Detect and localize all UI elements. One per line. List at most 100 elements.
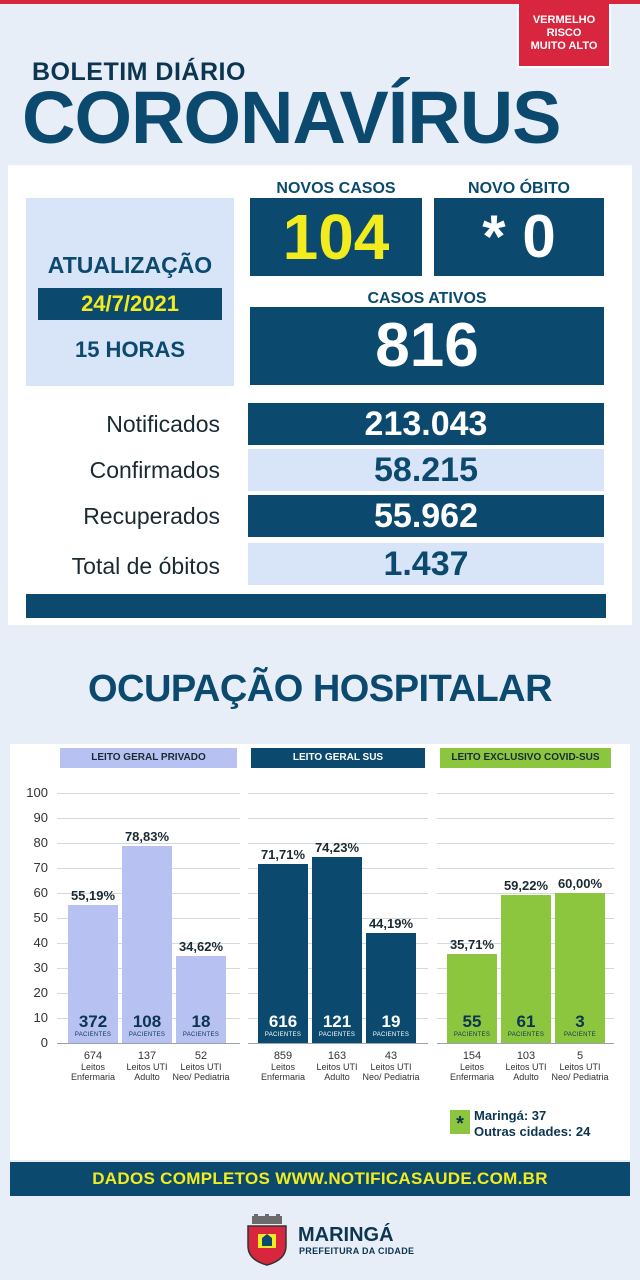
grid-line xyxy=(437,893,614,894)
baseline xyxy=(57,1043,240,1044)
bar-value-label: 35,71% xyxy=(449,936,495,952)
patients-label: PACIENTES xyxy=(372,1032,410,1038)
y-tick-label: 100 xyxy=(26,785,48,800)
bar-value-label: 71,71% xyxy=(260,846,306,862)
y-tick-label: 0 xyxy=(40,1035,48,1050)
beds-count: 5 xyxy=(576,1050,584,1062)
patients-label: PACIENTES xyxy=(74,1032,112,1038)
grid-line xyxy=(437,868,614,869)
group-label: LEITO EXCLUSIVO COVID-SUS xyxy=(440,748,611,768)
y-tick-label: 60 xyxy=(33,885,48,900)
update-date: 24/7/2021 xyxy=(38,288,222,320)
bed-type-label: Leitos UTI Neo/ Pediatria xyxy=(551,1062,609,1082)
update-label: ATUALIZAÇÃO xyxy=(47,252,213,278)
patients-count: 121 xyxy=(322,1012,352,1031)
bar xyxy=(501,894,551,1043)
city-subtitle: PREFEITURA DA CIDADE xyxy=(299,1246,415,1256)
city-crest-icon xyxy=(247,1214,287,1266)
confirmed-value: 58.215 xyxy=(248,449,604,491)
grid-line xyxy=(248,818,428,819)
bed-type-label: Leitos Enfermaria xyxy=(70,1062,115,1082)
y-tick-label: 20 xyxy=(33,985,48,1000)
footer-website[interactable]: DADOS COMPLETOS WWW.NOTIFICASAUDE.COM.BR xyxy=(10,1162,630,1196)
patients-count: 55 xyxy=(462,1012,482,1031)
bed-type-label: Leitos UTI Adulto xyxy=(505,1062,547,1082)
bar xyxy=(68,905,118,1043)
patients-label: PACIENTES xyxy=(318,1032,356,1038)
active-cases-label: CASOS ATIVOS xyxy=(367,290,487,307)
update-time: 15 HORAS xyxy=(74,337,186,362)
risk-line-3: MUITO ALTO xyxy=(530,40,598,52)
hospital-title: OCUPAÇÃO HOSPITALAR xyxy=(87,668,553,710)
deaths-value: 1.437 xyxy=(248,543,604,585)
patients-label: PACIENTES xyxy=(182,1032,220,1038)
new-cases-value: 104 xyxy=(250,198,422,276)
bar-value-label: 55,19% xyxy=(70,888,116,904)
bar-value-label: 44,19% xyxy=(368,915,414,931)
y-tick-label: 10 xyxy=(33,1010,48,1025)
legend-other-cities: Outras cidades: 24 xyxy=(474,1124,591,1139)
bar xyxy=(447,953,497,1043)
bar xyxy=(312,857,362,1043)
notified-value: 213.043 xyxy=(248,403,604,445)
recovered-value: 55.962 xyxy=(248,495,604,537)
patients-label: PACIENTES xyxy=(453,1032,491,1038)
beds-count: 859 xyxy=(273,1050,293,1062)
bar-value-label: 78,83% xyxy=(124,828,170,844)
patients-count: 61 xyxy=(516,1012,536,1031)
patients-label: PACIENTES xyxy=(264,1032,302,1038)
confirmed-label: Confirmados xyxy=(89,457,220,483)
baseline xyxy=(248,1043,428,1044)
patients-count: 616 xyxy=(268,1012,298,1031)
bar-value-label: 34,62% xyxy=(178,939,224,955)
risk-badge: VERMELHO RISCO MUITO ALTO xyxy=(517,4,611,68)
grid-line xyxy=(248,793,428,794)
bar-value-label: 60,00% xyxy=(557,876,603,891)
bed-type-label: Leitos UTI Neo/ Pediatria xyxy=(172,1062,230,1082)
beds-count: 674 xyxy=(83,1050,103,1062)
y-tick-label: 50 xyxy=(33,910,48,925)
patients-label: PACIENTES xyxy=(128,1032,166,1038)
stats-bottom-bar xyxy=(26,594,606,618)
beds-count: 163 xyxy=(327,1050,347,1062)
beds-count: 43 xyxy=(384,1050,398,1062)
risk-line-1: VERMELHO xyxy=(532,14,596,26)
risk-line-2: RISCO xyxy=(546,27,582,39)
bed-type-label: Leitos UTI Neo/ Pediatria xyxy=(362,1062,420,1082)
y-tick-label: 30 xyxy=(33,960,48,975)
legend-maringa: Maringá: 37 xyxy=(474,1108,547,1123)
patients-count: 18 xyxy=(191,1012,211,1031)
new-death-label: NOVO ÓBITO xyxy=(468,180,570,197)
group-label: LEITO GERAL SUS xyxy=(251,748,425,768)
new-cases-label: NOVOS CASOS xyxy=(276,180,396,197)
bar-value-label: 74,23% xyxy=(314,840,360,856)
bar xyxy=(176,956,226,1043)
active-cases-value: 816 xyxy=(250,307,604,385)
grid-line xyxy=(57,793,240,794)
patients-label: PACIENTE xyxy=(564,1032,596,1038)
bar xyxy=(258,863,308,1043)
bar xyxy=(366,932,416,1043)
y-tick-label: 40 xyxy=(33,935,48,950)
new-death-value: * 0 xyxy=(434,198,604,276)
city-name: MARINGÁ xyxy=(298,1224,394,1246)
recovered-label: Recuperados xyxy=(83,503,220,529)
grid-line xyxy=(248,843,428,844)
top-stripe xyxy=(0,0,640,4)
patients-label: PACIENTES xyxy=(507,1032,545,1038)
patients-count: 108 xyxy=(132,1012,162,1031)
patients-count: 19 xyxy=(381,1012,401,1031)
grid-line xyxy=(57,843,240,844)
bed-type-label: Leitos Enfermaria xyxy=(260,1062,305,1082)
bar xyxy=(122,845,172,1043)
bed-type-label: Leitos UTI Adulto xyxy=(316,1062,358,1082)
bed-type-label: Leitos Enfermaria xyxy=(449,1062,494,1082)
y-tick-label: 80 xyxy=(33,835,48,850)
page-title: CORONAVÍRUS xyxy=(22,76,562,159)
beds-count: 154 xyxy=(462,1050,482,1062)
grid-line xyxy=(437,793,614,794)
grid-line xyxy=(57,818,240,819)
bed-type-label: Leitos UTI Adulto xyxy=(126,1062,168,1082)
y-tick-label: 90 xyxy=(33,810,48,825)
bulletin-label: BOLETIM DIÁRIO xyxy=(32,58,246,86)
